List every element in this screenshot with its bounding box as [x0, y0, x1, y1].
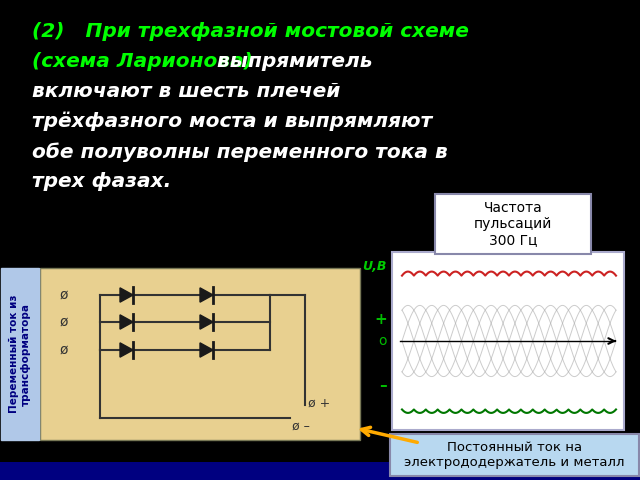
Text: выпрямитель: выпрямитель — [210, 52, 372, 71]
Text: –: – — [380, 378, 387, 393]
Text: ø +: ø + — [308, 396, 330, 409]
Text: Частота
пульсаций
300 Гц: Частота пульсаций 300 Гц — [474, 201, 552, 247]
FancyBboxPatch shape — [390, 434, 639, 476]
Polygon shape — [200, 343, 213, 357]
Text: ø: ø — [60, 343, 68, 357]
Text: включают в шесть плечей: включают в шесть плечей — [32, 82, 340, 101]
Text: трех фазах.: трех фазах. — [32, 172, 172, 191]
Polygon shape — [200, 315, 213, 329]
Polygon shape — [120, 288, 133, 302]
FancyBboxPatch shape — [435, 194, 591, 254]
Polygon shape — [120, 315, 133, 329]
Text: трёхфазного моста и выпрямляют: трёхфазного моста и выпрямляют — [32, 112, 432, 132]
Polygon shape — [120, 343, 133, 357]
Polygon shape — [200, 288, 213, 302]
Text: Постоянный ток на
электрододержатель и металл: Постоянный ток на электрододержатель и м… — [404, 441, 625, 469]
Text: +: + — [374, 312, 387, 327]
Text: (2)   При трехфазной мостовой схеме: (2) При трехфазной мостовой схеме — [32, 22, 469, 41]
Text: U,В: U,В — [363, 260, 387, 273]
FancyBboxPatch shape — [40, 268, 360, 440]
Text: ø: ø — [60, 288, 68, 302]
FancyBboxPatch shape — [0, 462, 640, 480]
Text: ø: ø — [60, 315, 68, 329]
FancyBboxPatch shape — [392, 252, 624, 430]
Text: обе полуволны переменного тока в: обе полуволны переменного тока в — [32, 142, 448, 162]
Text: o: o — [378, 334, 387, 348]
Text: Переменный ток из
трансформатора: Переменный ток из трансформатора — [9, 295, 31, 413]
FancyBboxPatch shape — [1, 268, 39, 440]
Text: (схема Ларионова): (схема Ларионова) — [32, 52, 260, 71]
Text: ø –: ø – — [292, 420, 310, 433]
